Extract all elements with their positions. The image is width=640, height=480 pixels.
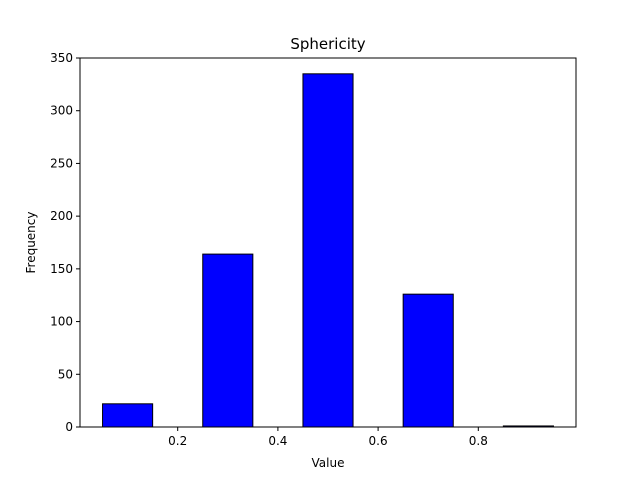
y-tick-label: 150: [50, 262, 73, 276]
chart-title: Sphericity: [290, 35, 365, 53]
bar-4: [402, 293, 454, 428]
y-tick-label: 250: [50, 156, 73, 170]
x-axis-ticks: 0.2 0.4 0.6 0.8: [168, 427, 488, 448]
x-tick-label: 0.2: [168, 434, 187, 448]
bar-2: [202, 253, 254, 428]
y-tick-label: 50: [58, 367, 73, 381]
bar-3: [302, 73, 354, 428]
plot-frame: [79, 57, 577, 428]
x-tick-label: 0.8: [469, 434, 488, 448]
y-axis-ticks: 0 50 100 150 200 250 300 350: [50, 51, 80, 434]
bars-group: [102, 73, 554, 428]
bar-1: [102, 403, 154, 428]
x-axis-label: Value: [312, 456, 345, 470]
x-tick-label: 0.6: [369, 434, 388, 448]
y-tick-label: 100: [50, 315, 73, 329]
y-tick-label: 200: [50, 209, 73, 223]
x-tick-label: 0.4: [268, 434, 287, 448]
y-axis-label: Frequency: [24, 212, 38, 274]
y-tick-label: 300: [50, 104, 73, 118]
y-tick-label: 350: [50, 51, 73, 65]
y-tick-label: 0: [65, 420, 73, 434]
